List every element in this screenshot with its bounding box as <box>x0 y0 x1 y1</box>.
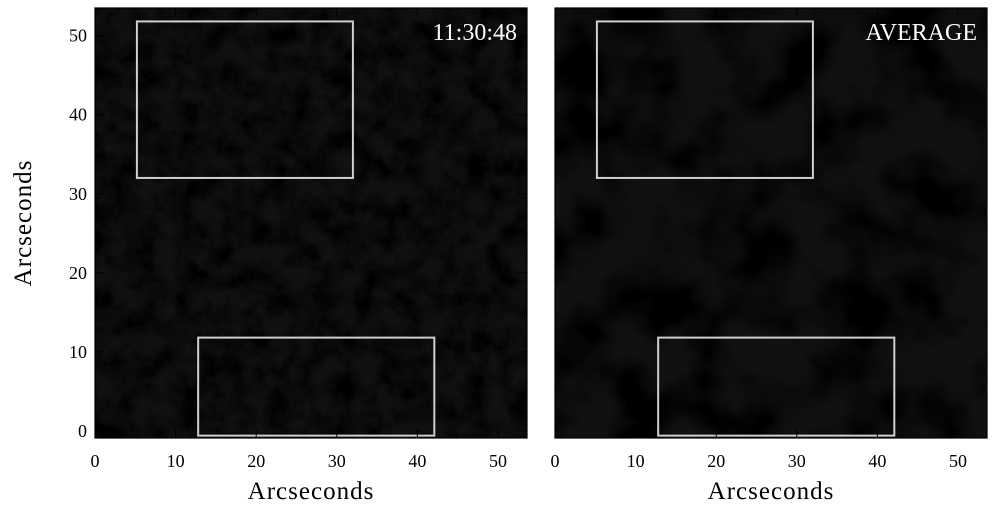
y-tick-label: 40 <box>69 105 87 125</box>
region-box <box>595 20 814 179</box>
x-tick-label: 10 <box>627 451 645 471</box>
x-tick-label: 20 <box>247 451 265 471</box>
x-tick-label: 0 <box>551 451 560 471</box>
y-axis-label: Arcseconds <box>10 160 37 287</box>
x-axis-label: Arcseconds <box>708 478 835 505</box>
y-tick-label: 20 <box>69 263 87 283</box>
axes-frame <box>554 7 988 439</box>
y-tick-label: 30 <box>69 184 87 204</box>
panel-label: 11:30:48 <box>433 20 517 46</box>
x-tick-label: 30 <box>328 451 346 471</box>
x-tick-label: 40 <box>868 451 886 471</box>
y-tick-label: 0 <box>78 421 87 441</box>
y-tick-label: 50 <box>69 26 87 46</box>
axes-frame <box>94 7 528 439</box>
x-tick-label: 10 <box>167 451 185 471</box>
x-tick-label: 50 <box>489 451 507 471</box>
region-box <box>657 336 896 437</box>
region-box <box>135 20 354 179</box>
x-axis-label: Arcseconds <box>248 478 375 505</box>
x-tick-label: 30 <box>788 451 806 471</box>
image-texture <box>95 8 527 438</box>
region-box <box>197 336 436 437</box>
x-tick-label: 0 <box>91 451 100 471</box>
y-tick-label: 10 <box>69 342 87 362</box>
panel-label: AVERAGE <box>865 20 977 46</box>
image-texture <box>555 8 987 438</box>
x-tick-label: 20 <box>707 451 725 471</box>
x-tick-label: 40 <box>408 451 426 471</box>
x-tick-label: 50 <box>949 451 967 471</box>
